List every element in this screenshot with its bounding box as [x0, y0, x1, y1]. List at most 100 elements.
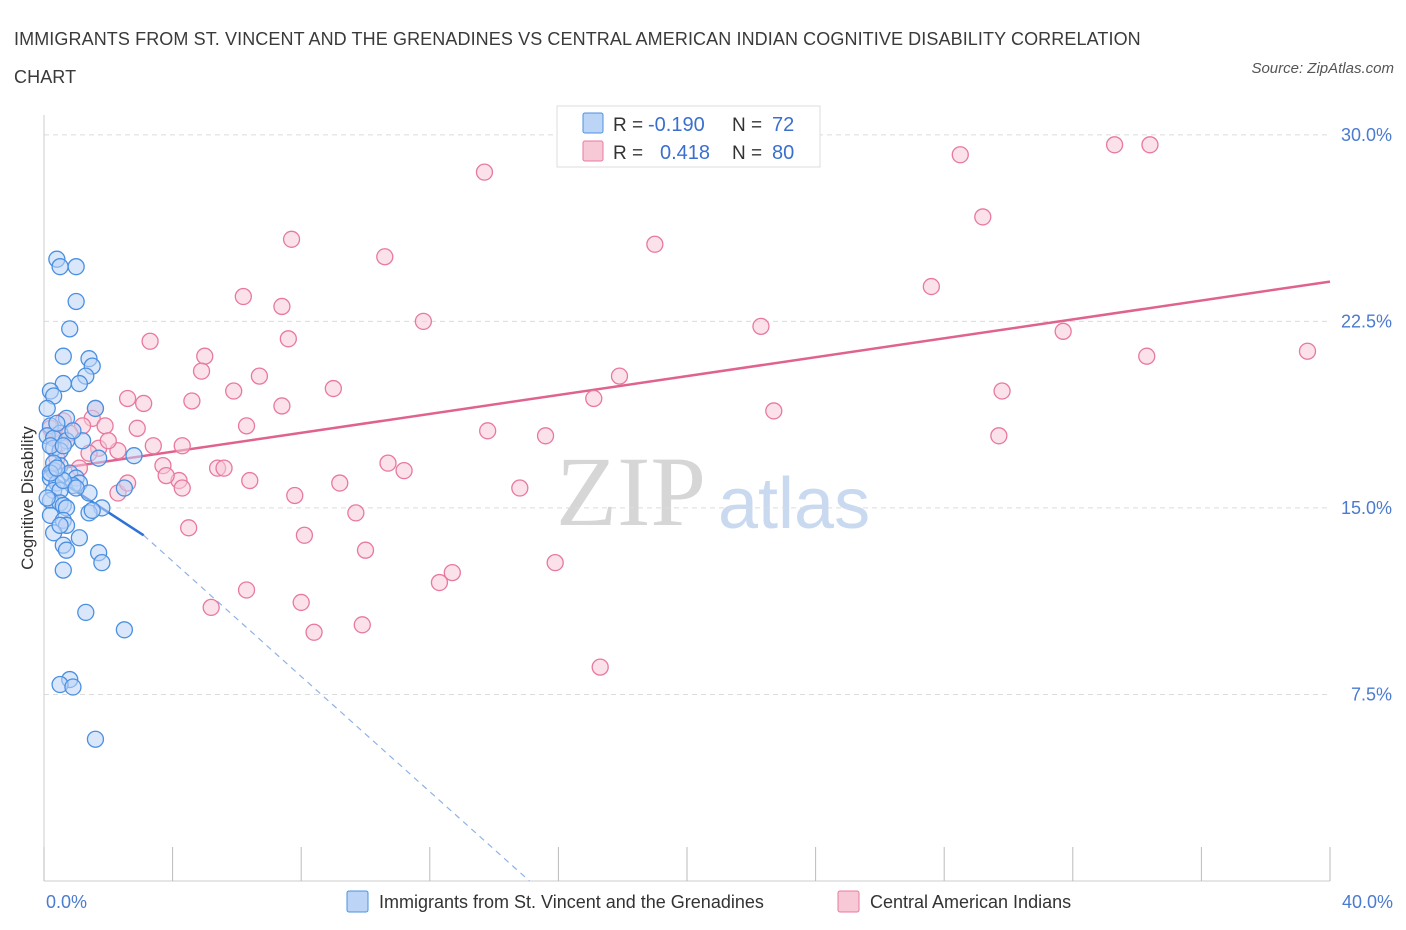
legend-n-label-blue: N = [732, 115, 762, 136]
watermark-atlas: atlas [718, 464, 870, 544]
pink-point-21 [610, 367, 629, 385]
blue-point-70 [67, 479, 85, 497]
pink-point-59 [286, 486, 304, 505]
blue-point-5 [54, 347, 72, 365]
legend-r-value-pink: 0.418 [660, 142, 710, 164]
pink-point-27 [135, 394, 153, 413]
legend-n-value-blue: 72 [772, 114, 794, 136]
pink-point-25 [118, 389, 137, 408]
blue-point-25 [90, 449, 108, 467]
pink-point-39 [536, 427, 555, 445]
pink-point-26 [585, 389, 603, 408]
blue-point-34 [115, 479, 134, 497]
pink-point-5 [282, 230, 301, 248]
legend-r-label-pink: R = [613, 143, 643, 164]
pink-point-66 [430, 573, 449, 592]
blue-point-44 [83, 501, 101, 520]
pink-point-31 [765, 402, 783, 420]
blue-point-14 [86, 399, 105, 418]
blue-point-2 [67, 258, 85, 276]
pink-point-15 [279, 330, 297, 348]
pink-point-40 [990, 427, 1008, 445]
pink-point-17 [1138, 347, 1156, 365]
legend-r-value-blue: -0.190 [648, 114, 705, 136]
pink-point-23 [225, 382, 243, 400]
pink-point-51 [215, 459, 233, 477]
legend-n-label-pink: N = [732, 143, 762, 164]
pink-point-70 [353, 616, 371, 634]
pink-point-29 [273, 397, 291, 415]
pink-point-9 [234, 287, 252, 306]
pink-point-12 [752, 317, 770, 336]
pink-point-24 [993, 382, 1011, 400]
pink-point-55 [331, 474, 349, 492]
bottom-legend-label-pink: Central American Indians [870, 892, 1071, 912]
blue-point-53 [93, 553, 111, 572]
pink-point-19 [192, 362, 211, 380]
y-tick-label-1: 22.5% [1341, 311, 1392, 331]
gridlines [44, 134, 1330, 695]
blue-point-59 [64, 678, 82, 696]
pink-point-14 [141, 332, 159, 350]
blue-point-68 [48, 459, 66, 477]
pink-point-16 [196, 347, 214, 365]
correlation-legend: R = -0.190 N = 72 R = 0.418 N = 80 [556, 105, 821, 168]
pink-point-60 [347, 504, 365, 522]
legend-n-value-pink: 80 [772, 142, 794, 164]
blue-point-51 [57, 541, 76, 559]
pink-point-56 [173, 479, 191, 497]
pink-point-76 [157, 466, 175, 485]
legend-swatch-blue [582, 112, 604, 134]
pink-point-20 [250, 367, 269, 385]
blue-point-54 [54, 561, 72, 579]
pink-point-46 [173, 437, 191, 455]
blue-point-56 [115, 621, 134, 639]
pink-point-1 [1141, 136, 1159, 154]
pink-point-11 [414, 312, 433, 331]
bottom-legend-swatch-blue [346, 890, 369, 913]
blue-point-64 [64, 422, 82, 440]
pink-point-8 [922, 277, 940, 296]
pink-point-4 [974, 208, 992, 226]
pink-point-47 [379, 454, 397, 472]
pink-point-62 [295, 526, 314, 544]
bottom-legend-swatch-pink [837, 890, 860, 913]
pink-point-6 [646, 235, 664, 253]
pink-point-37 [237, 417, 256, 435]
pink-point-35 [96, 417, 114, 435]
pink-point-72 [591, 658, 609, 676]
watermark-zip: ZIP [556, 436, 706, 547]
x-tick-label-0: 0.0% [46, 892, 87, 912]
blue-point-13 [38, 399, 56, 418]
blue-point-24 [125, 447, 143, 465]
trend-lines [43, 280, 1331, 882]
pink-point-38 [479, 422, 497, 440]
bottom-legend-label-blue: Immigrants from St. Vincent and the Gren… [379, 892, 764, 912]
pink-point-0 [1105, 136, 1124, 154]
y-axis-title: Cognitive Disability [18, 426, 37, 570]
pink-point-45 [144, 437, 162, 455]
pink-point-67 [237, 581, 256, 599]
pink-point-63 [356, 541, 375, 559]
pink-point-7 [376, 248, 394, 266]
blue-point-4 [61, 320, 79, 338]
legend-swatch-pink [582, 140, 604, 162]
series-central-american-indians [41, 136, 1317, 676]
blue-point-10 [70, 374, 89, 393]
blue-point-55 [77, 603, 95, 622]
pink-point-22 [324, 379, 343, 398]
pink-point-71 [305, 623, 323, 641]
series-legend: Immigrants from St. Vincent and the Gren… [346, 890, 1071, 913]
pink-point-61 [180, 519, 198, 537]
trend-line-blue-extension [143, 534, 530, 882]
pink-point-68 [292, 593, 310, 612]
pink-point-69 [202, 598, 220, 617]
blue-point-69 [54, 437, 72, 455]
y-tick-label-2: 15.0% [1341, 498, 1392, 518]
x-tick-label-1: 40.0% [1342, 892, 1393, 912]
chart-title: IMMIGRANTS FROM ST. VINCENT AND THE GREN… [14, 29, 1141, 87]
pink-point-54 [241, 471, 259, 490]
pink-point-10 [273, 297, 291, 316]
pink-point-57 [511, 479, 529, 497]
